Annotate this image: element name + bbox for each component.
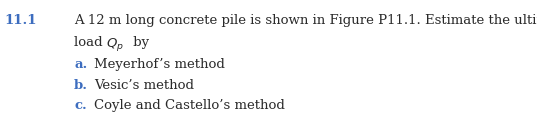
Text: Coyle and Castello’s method: Coyle and Castello’s method — [94, 98, 285, 111]
Text: Meyerhof’s method: Meyerhof’s method — [94, 58, 225, 71]
Text: 11.1: 11.1 — [4, 14, 37, 26]
Text: by: by — [129, 36, 149, 49]
Text: c.: c. — [74, 98, 87, 111]
Text: b.: b. — [74, 78, 88, 91]
Text: Vesic’s method: Vesic’s method — [94, 78, 194, 91]
Text: A 12 m long concrete pile is shown in Figure P11.1. Estimate the ultimate point: A 12 m long concrete pile is shown in Fi… — [74, 14, 537, 26]
Text: a.: a. — [74, 58, 88, 71]
Text: load: load — [74, 36, 107, 49]
Text: $Q_p$: $Q_p$ — [106, 36, 124, 53]
